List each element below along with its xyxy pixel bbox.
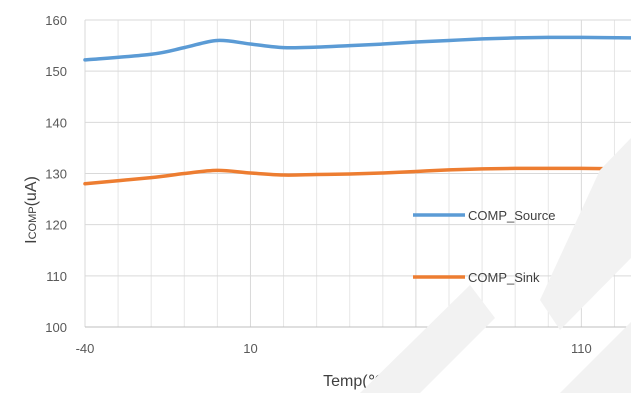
y-tick-label: 150 (45, 64, 67, 79)
y-tick-label: 120 (45, 218, 67, 233)
x-tick-label: 10 (243, 341, 257, 356)
x-tick-label: 110 (571, 341, 592, 356)
legend: COMP_Source COMP_Sink (413, 208, 555, 285)
x-tick-label: -40 (76, 341, 95, 356)
x-axis-ticks: -401060110 (76, 341, 592, 356)
legend-label: COMP_Sink (468, 270, 540, 285)
y-tick-label: 160 (45, 13, 67, 28)
y-tick-label: 100 (45, 320, 67, 335)
y-axis-title-main: I (23, 239, 40, 243)
watermark-stripes (360, 138, 631, 393)
series-line-comp-sink (83, 166, 631, 186)
series-line-comp-source (83, 35, 631, 62)
y-axis-ticks: 100 110 120 130 140 150 160 (45, 13, 67, 335)
y-axis-title-unit: (uA) (23, 176, 40, 206)
y-tick-label: 130 (45, 167, 67, 182)
y-axis-title: ICOMP(uA) (23, 176, 40, 244)
y-tick-label: 110 (46, 269, 67, 284)
watermark-stripe (360, 285, 495, 393)
legend-label: COMP_Source (468, 208, 555, 223)
y-axis-title-subscript: COMP (27, 206, 39, 239)
series-lines (83, 35, 631, 186)
y-tick-label: 140 (45, 115, 67, 130)
watermark-stripe (560, 322, 631, 393)
watermark-stripe (540, 138, 631, 330)
